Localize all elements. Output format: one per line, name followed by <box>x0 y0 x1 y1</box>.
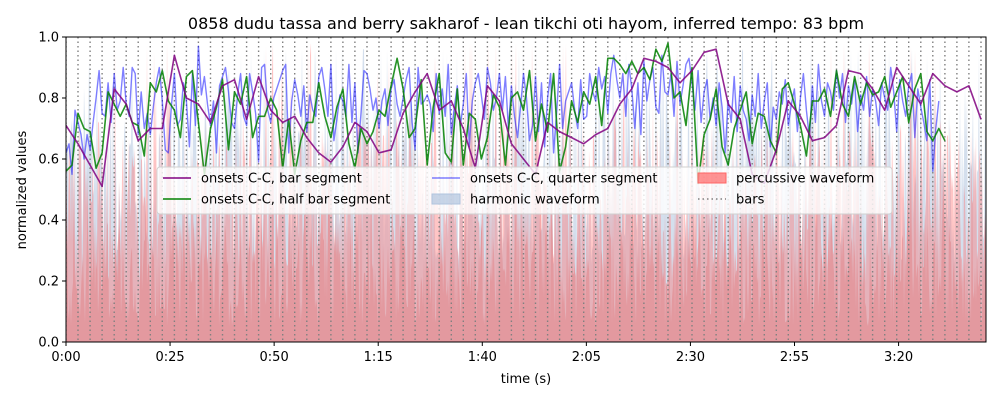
percussive-waveform-peaks <box>66 156 986 342</box>
x-tick-label: 1:40 <box>468 350 497 365</box>
series-lines <box>66 42 982 188</box>
legend-entry: bars <box>698 193 765 208</box>
legend-label: onsets C-C, quarter segment <box>470 172 657 187</box>
x-tick-label: 2:55 <box>780 350 809 365</box>
y-axis-label: normalized values <box>15 130 30 249</box>
series-bar-segment <box>66 48 982 188</box>
x-axis-ticks: 0:00 0:25 0:50 1:15 1:40 2:05 2:30 2:55 3:20 <box>51 342 913 365</box>
legend-label: onsets C-C, bar segment <box>201 172 362 187</box>
y-tick-label: 0.0 <box>38 336 59 351</box>
y-tick-label: 0.2 <box>38 275 59 290</box>
plot-frame <box>65 36 987 343</box>
y-tick-label: 0.6 <box>38 153 59 168</box>
x-tick-label: 2:05 <box>572 350 601 365</box>
x-axis-label: time (s) <box>501 372 551 387</box>
legend-label: harmonic waveform <box>470 193 600 208</box>
series-half-bar-segment <box>66 42 946 185</box>
x-tick-label: 1:15 <box>364 350 393 365</box>
legend: onsets C-C, bar segment onsets C-C, half … <box>156 166 893 215</box>
y-tick-label: 0.8 <box>38 92 59 107</box>
legend-entry: onsets C-C, half bar segment <box>163 193 390 208</box>
legend-patch <box>697 172 727 184</box>
legend-entry: onsets C-C, quarter segment <box>432 172 657 187</box>
legend-patch <box>431 193 461 205</box>
legend-label: bars <box>736 193 765 208</box>
legend-label: percussive waveform <box>736 172 874 187</box>
x-tick-label: 0:50 <box>260 350 289 365</box>
plot-area <box>66 37 986 342</box>
x-tick-label: 2:30 <box>676 350 705 365</box>
legend-label: onsets C-C, half bar segment <box>201 193 390 208</box>
y-axis-ticks: 0.0 0.2 0.4 0.6 0.8 1.0 <box>38 31 66 351</box>
legend-entry: percussive waveform <box>697 172 874 187</box>
x-tick-label: 3:20 <box>884 350 913 365</box>
chart-title: 0858 dudu tassa and berry sakharof - lea… <box>188 14 864 33</box>
x-tick-label: 0:25 <box>155 350 184 365</box>
legend-entry: harmonic waveform <box>431 193 600 208</box>
y-tick-label: 0.4 <box>38 214 59 229</box>
x-tick-label: 0:00 <box>51 350 80 365</box>
legend-entry: onsets C-C, bar segment <box>163 172 362 187</box>
y-tick-label: 1.0 <box>38 31 59 46</box>
